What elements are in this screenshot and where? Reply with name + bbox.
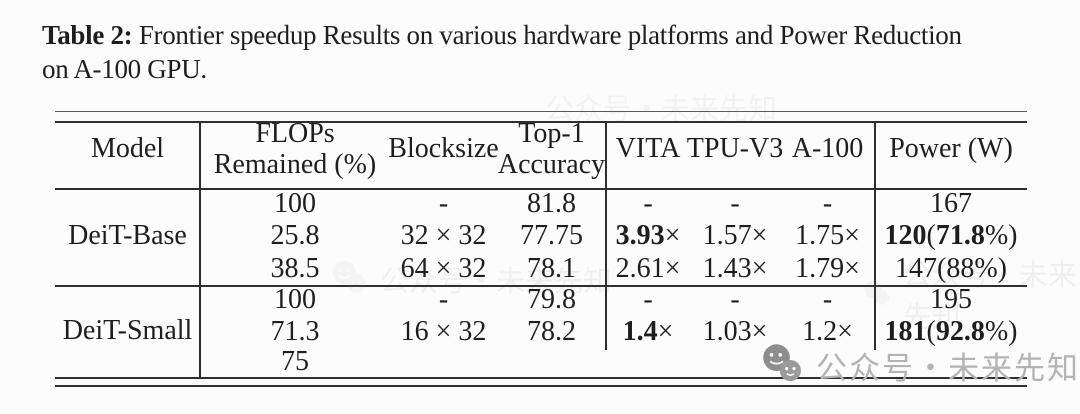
cell-a100: 1.2× [802, 315, 853, 347]
header-power: Power (W) [889, 133, 1013, 165]
header-flops-line2: Remained (%) [213, 148, 377, 180]
cell-a100: - [822, 284, 833, 316]
header-flops: FLOPs Remained (%) [200, 111, 390, 188]
header-top1-line2: Accuracy [497, 148, 606, 180]
header-flops-line1: FLOPs [255, 117, 335, 149]
cell-blocksize: 64 × 32 [400, 252, 487, 284]
cell-top1: 77.75 [520, 220, 583, 252]
watermark-text: 公众号・未来先知 [816, 350, 1080, 386]
cell-vita [606, 348, 690, 377]
watermark: 公众号・未来先知 [760, 342, 1080, 388]
cell-a100: 1.75× [795, 220, 860, 252]
header-model: Model [90, 133, 165, 165]
cell-top1: 78.2 [527, 315, 576, 347]
wechat-icon [864, 280, 890, 305]
header-a100: A-100 [791, 133, 864, 165]
cell-blocksize: 16 × 32 [400, 315, 487, 347]
header-blocksize: Blocksize [388, 133, 499, 165]
cell-top1: 79.8 [527, 284, 576, 316]
model-cell-deit-base: DeiT-Base [68, 220, 187, 252]
caption-line1: Table 2: Frontier speedup Results on var… [42, 18, 1046, 52]
ghost-watermark: 公众号・未来先知 [545, 86, 777, 128]
cell-flops: 100 [274, 187, 316, 219]
cell-blocksize [390, 348, 497, 377]
table-rule-vertical-vita [605, 122, 607, 350]
cell-top1 [497, 348, 606, 377]
cell-tpu-v3: - [730, 284, 740, 316]
cell-flops: 38.5 [270, 252, 320, 284]
cell-tpu-v3: - [730, 187, 740, 219]
cell-vita: - [643, 187, 653, 219]
cell-top1: 81.8 [527, 187, 576, 219]
table-rule-top-outer [55, 111, 1027, 112]
wechat-icon [332, 261, 366, 293]
table-rule-top-inner [55, 121, 1027, 123]
cell-power: 120(71.8%) [884, 220, 1018, 252]
cell-a100: - [822, 187, 833, 219]
watermark-text: 公众号・未来先知 [902, 260, 1077, 334]
watermark-text: 公众号・未来先知 [545, 94, 778, 126]
wechat-official-account-icon [763, 344, 801, 382]
caption-text: Frontier speedup Results on various hard… [138, 20, 962, 50]
table-caption: Table 2: Frontier speedup Results on var… [42, 18, 1046, 86]
cell-vita: 3.93 × [615, 220, 681, 252]
cell-blocksize: - [438, 187, 449, 219]
table-rule-midgroup [55, 285, 1027, 287]
header-top1-line1: Top-1 [518, 117, 585, 149]
cell-flops: 25.8 [270, 220, 320, 252]
cell-vita: 2.61× [615, 252, 681, 284]
model-cell-deit-small: DeiT-Small [62, 314, 193, 346]
cell-tpu-v3: 1.57× [702, 220, 768, 252]
caption-label: Table 2: [42, 20, 133, 50]
cell-blocksize: - [438, 284, 449, 316]
table-rule-bottom-outer [55, 385, 1027, 387]
cell-power: 195 [930, 284, 972, 316]
cell-vita: 1.4 × [622, 315, 674, 347]
ghost-watermark: 公众号・未来先知 [862, 252, 1080, 336]
caption-line2: on A-100 GPU. [42, 54, 207, 84]
watermark-text: 公众号・未来先知 [380, 266, 613, 298]
cell-top1: 78.1 [527, 252, 576, 284]
table-rule-vertical-model [199, 122, 201, 379]
cell-tpu-v3: 1.03× [702, 315, 768, 347]
cell-flops: 75 [281, 346, 309, 378]
table-rule-header [55, 188, 1027, 190]
cell-vita: - [643, 284, 653, 316]
table-rule-bottom-inner [55, 377, 1027, 379]
ghost-watermark: 公众号・未来先知 [330, 258, 612, 300]
cell-flops: 71.3 [270, 315, 320, 347]
cell-blocksize: 32 × 32 [400, 220, 487, 252]
cell-power: 147(88%) [895, 252, 1007, 284]
header-top1: Top-1 Accuracy [497, 111, 606, 188]
table-rule-vertical-power [874, 122, 876, 350]
results-table: Model FLOPs Remained (%) Blocksize Top-1… [55, 111, 1027, 389]
cell-power: 181(92.8%) [884, 315, 1018, 347]
cell-power: 167 [930, 187, 972, 219]
cell-a100: 1.79× [795, 252, 860, 284]
table-grid: Model FLOPs Remained (%) Blocksize Top-1… [55, 111, 1027, 377]
header-tpu-v3: TPU-V3 [686, 133, 784, 165]
header-vita: VITA [615, 133, 681, 165]
cell-flops: 100 [274, 284, 316, 316]
cell-tpu-v3: 1.43× [702, 252, 768, 284]
